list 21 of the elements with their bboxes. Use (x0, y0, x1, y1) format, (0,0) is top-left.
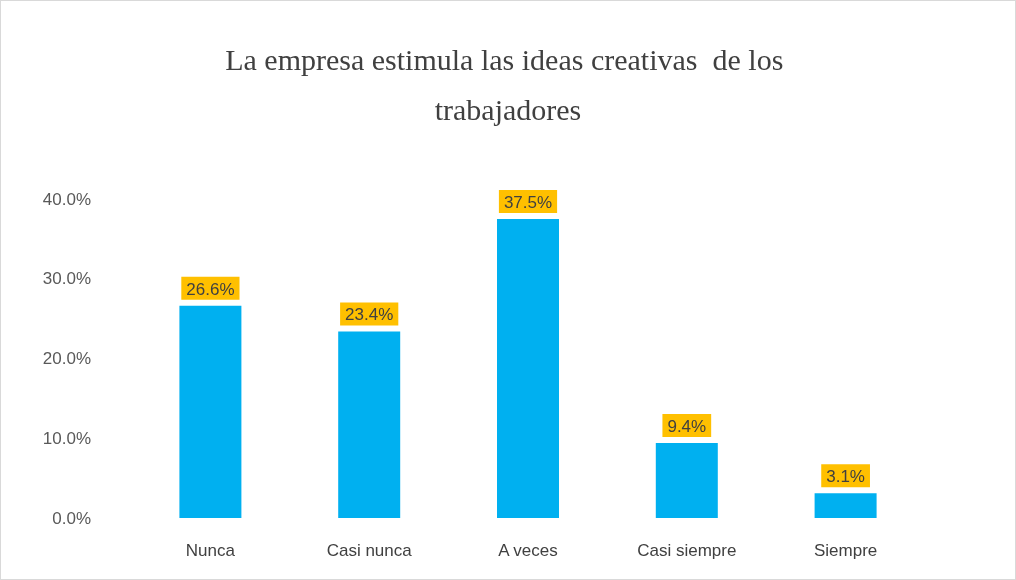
x-tick-label: A veces (498, 541, 558, 560)
y-tick-label: 30.0% (42, 269, 91, 289)
x-tick-label: Casi siempre (637, 541, 737, 560)
y-tick-label: 10.0% (42, 428, 91, 448)
y-tick-label: 0.0% (52, 508, 91, 528)
x-tick-label: Siempre (813, 541, 878, 560)
bar (338, 331, 401, 518)
data-label: 23.4% (345, 305, 394, 325)
chart-title: La empresa estimula las ideas creativas de los trabajadores (225, 42, 791, 126)
x-tick-label: Nunca (185, 541, 236, 560)
y-tick-label: 20.0% (42, 349, 91, 368)
y-tick-label: 40.0% (42, 189, 91, 209)
bar (497, 218, 559, 518)
data-label: 37.5% (503, 192, 553, 212)
x-tick-label: Casi nunca (326, 541, 413, 560)
bar (814, 493, 877, 518)
data-label: 26.6% (186, 279, 235, 299)
bar (179, 305, 242, 518)
bar (655, 443, 718, 518)
data-label: 3.1% (826, 467, 865, 487)
data-label: 9.4% (667, 417, 707, 437)
